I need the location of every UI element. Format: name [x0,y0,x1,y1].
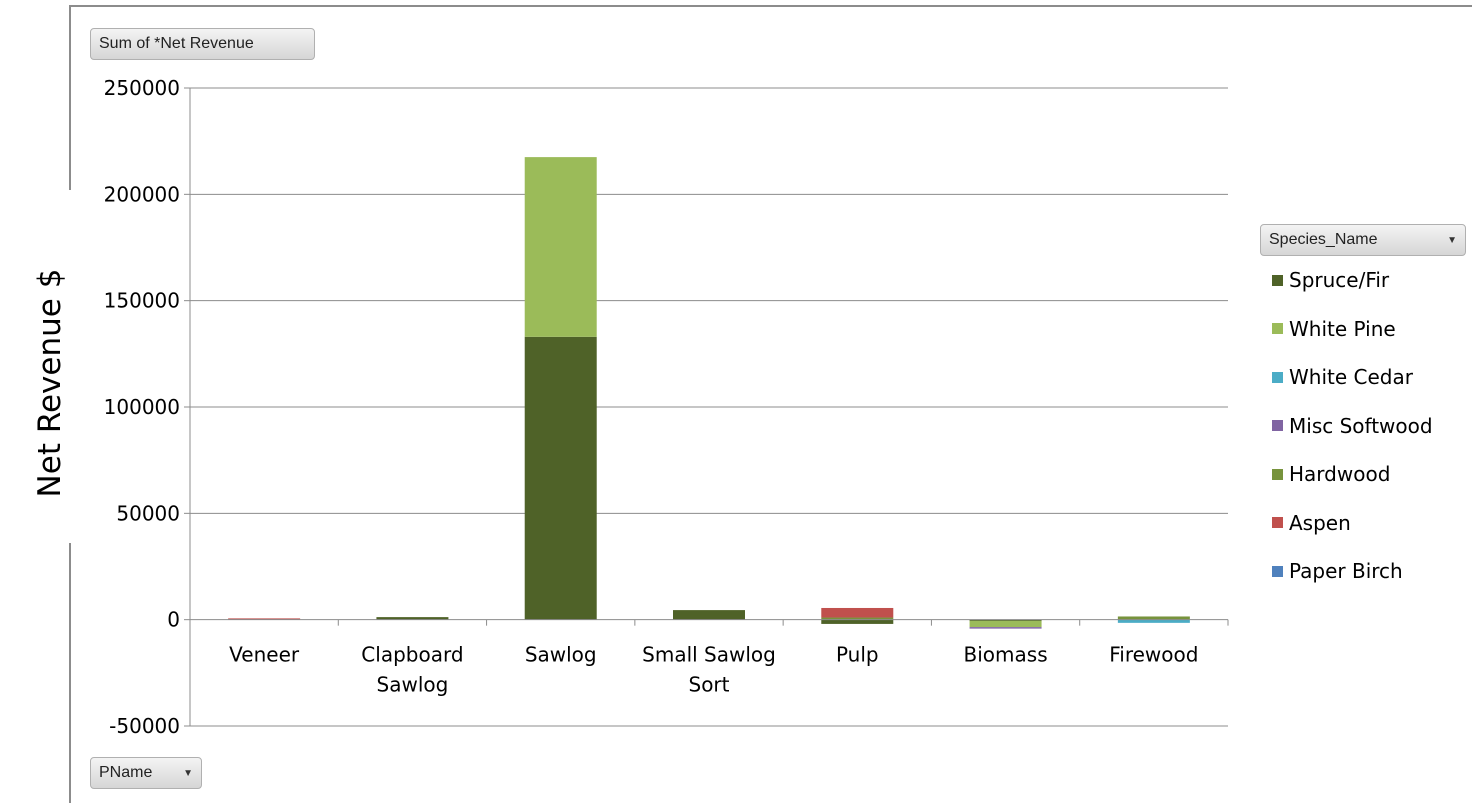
bar-segment [969,620,1042,628]
legend-swatch [1272,565,1283,577]
bar-segment [821,607,894,618]
dropdown-arrow-icon: ▼ [183,767,193,779]
legend-label: Hardwood [1289,462,1391,486]
y-tick-label: 0 [167,608,180,632]
x-tick-label-line: Pulp [836,643,879,667]
legend-swatch [1272,517,1283,528]
y-tick-label: 200000 [104,182,180,206]
bar-segment [821,617,894,620]
legend-item: Hardwood [1272,462,1390,486]
bar-segment [376,617,449,620]
legend-item: Aspen [1272,511,1351,535]
y-tick-label: 50000 [116,501,180,525]
bar-segment [969,619,1042,622]
legend-swatch [1272,420,1283,431]
x-tick-label: Clapboard Sawlog [361,643,463,697]
legend-item: Paper Birch [1272,559,1403,583]
legend-swatch [1272,371,1283,383]
y-tick-label: -50000 [109,714,180,738]
legend-swatch [1272,274,1283,286]
x-tick-label-line: Sawlog [525,643,597,667]
bar-segment [1117,616,1190,620]
bar-segment [524,157,597,337]
frame-left-border-lower [69,543,71,803]
legend-item: White Pine [1272,317,1396,341]
bar-segment [969,627,1042,629]
x-tick-label-line: Clapboard [361,643,463,667]
legend-field-button[interactable]: Species_Name ▼ [1260,224,1466,256]
legend-field-label: Species_Name [1269,231,1378,248]
bar-segment [524,336,597,620]
legend-item: Spruce/Fir [1272,268,1389,292]
x-tick-label: Veneer [229,643,300,667]
value-field-button[interactable]: Sum of *Net Revenue [90,28,315,60]
y-tick-label: 250000 [104,76,180,100]
x-tick-label-line: Biomass [964,643,1048,667]
frame-top-border [69,5,1472,7]
bar-segment [821,619,894,624]
bar-segment [1117,619,1190,623]
legend-item: Misc Softwood [1272,414,1433,438]
dropdown-arrow-icon: ▼ [1447,234,1457,246]
legend-label: Misc Softwood [1289,413,1433,438]
legend-label: White Cedar [1289,365,1413,389]
legend-swatch [1272,323,1283,334]
x-tick-label: Sawlog [525,643,597,667]
legend-label: Spruce/Fir [1289,268,1390,292]
value-field-label: Sum of *Net Revenue [99,35,254,52]
legend-swatch [1272,468,1283,480]
x-tick-label-line: Sort [689,673,730,697]
legend-label: Paper Birch [1289,559,1403,583]
x-tick-label-line: Firewood [1109,643,1198,667]
bar-segment [673,610,745,620]
x-tick-label-line: Veneer [229,643,300,667]
bar-segment [228,618,301,620]
frame-left-border-upper [69,5,71,190]
axis-field-button[interactable]: PName ▼ [90,757,202,789]
legend-label: White Pine [1289,316,1396,341]
x-tick-label: Small Sawlog Sort [642,643,776,697]
x-tick-label: Firewood [1109,643,1198,667]
y-tick-label: 100000 [104,395,180,419]
legend-label: Aspen [1289,510,1351,535]
x-tick-label-line: Small Sawlog [642,643,776,667]
y-tick-label: 150000 [104,289,180,313]
axis-field-label: PName [99,764,153,781]
legend-item: White Cedar [1272,365,1413,389]
x-tick-label-line: Sawlog [377,673,449,697]
x-tick-label: Pulp [836,643,879,667]
x-tick-label: Biomass [964,643,1048,667]
